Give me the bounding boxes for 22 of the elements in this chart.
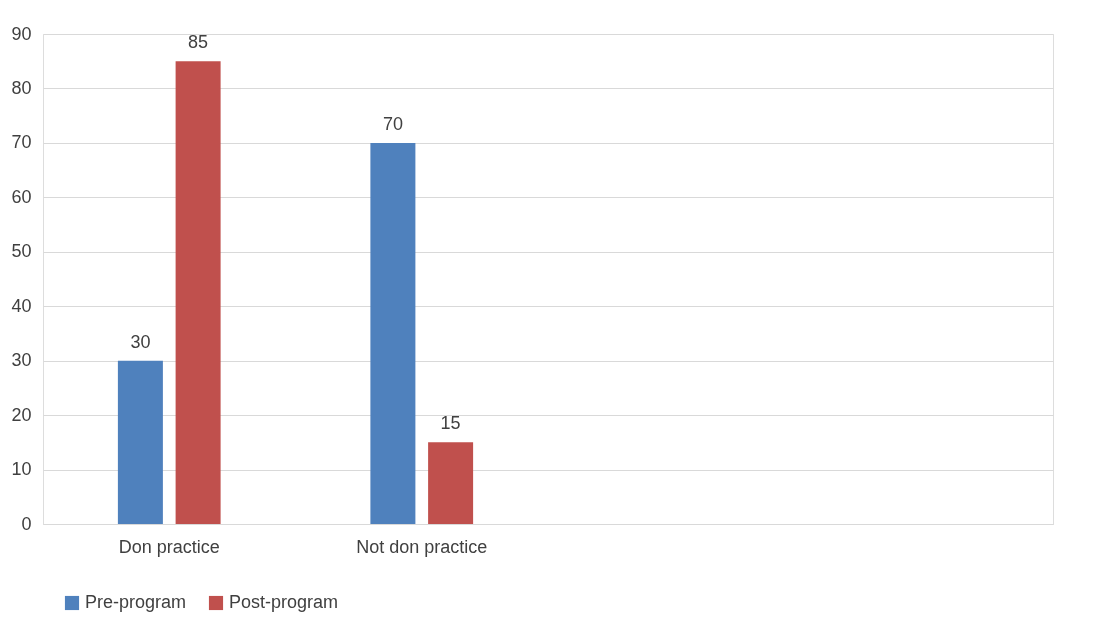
y-tick-label: 30 bbox=[11, 350, 32, 371]
y-tick-label: 60 bbox=[11, 186, 32, 207]
x-tick-label: Don practice bbox=[118, 536, 220, 557]
y-tick-label: 70 bbox=[11, 132, 32, 153]
y-tick-label: 80 bbox=[11, 77, 32, 98]
bar bbox=[370, 142, 416, 524]
bar bbox=[175, 61, 221, 524]
bar bbox=[428, 442, 474, 524]
y-tick-label: 50 bbox=[11, 241, 32, 262]
data-label: 70 bbox=[382, 113, 403, 134]
y-tick-label: 90 bbox=[11, 23, 32, 44]
y-tick-label: 10 bbox=[11, 459, 32, 480]
y-tick-label: 0 bbox=[21, 513, 32, 534]
bar bbox=[117, 360, 163, 524]
y-tick-label: 20 bbox=[11, 404, 32, 425]
y-tick-label: 40 bbox=[11, 295, 32, 316]
data-label: 30 bbox=[130, 331, 151, 352]
x-tick-label: Not don practice bbox=[356, 536, 488, 557]
data-label: 15 bbox=[440, 413, 461, 434]
legend-label: Post-program bbox=[229, 592, 339, 612]
data-label: 85 bbox=[188, 32, 209, 53]
legend-label: Pre-program bbox=[85, 592, 187, 612]
